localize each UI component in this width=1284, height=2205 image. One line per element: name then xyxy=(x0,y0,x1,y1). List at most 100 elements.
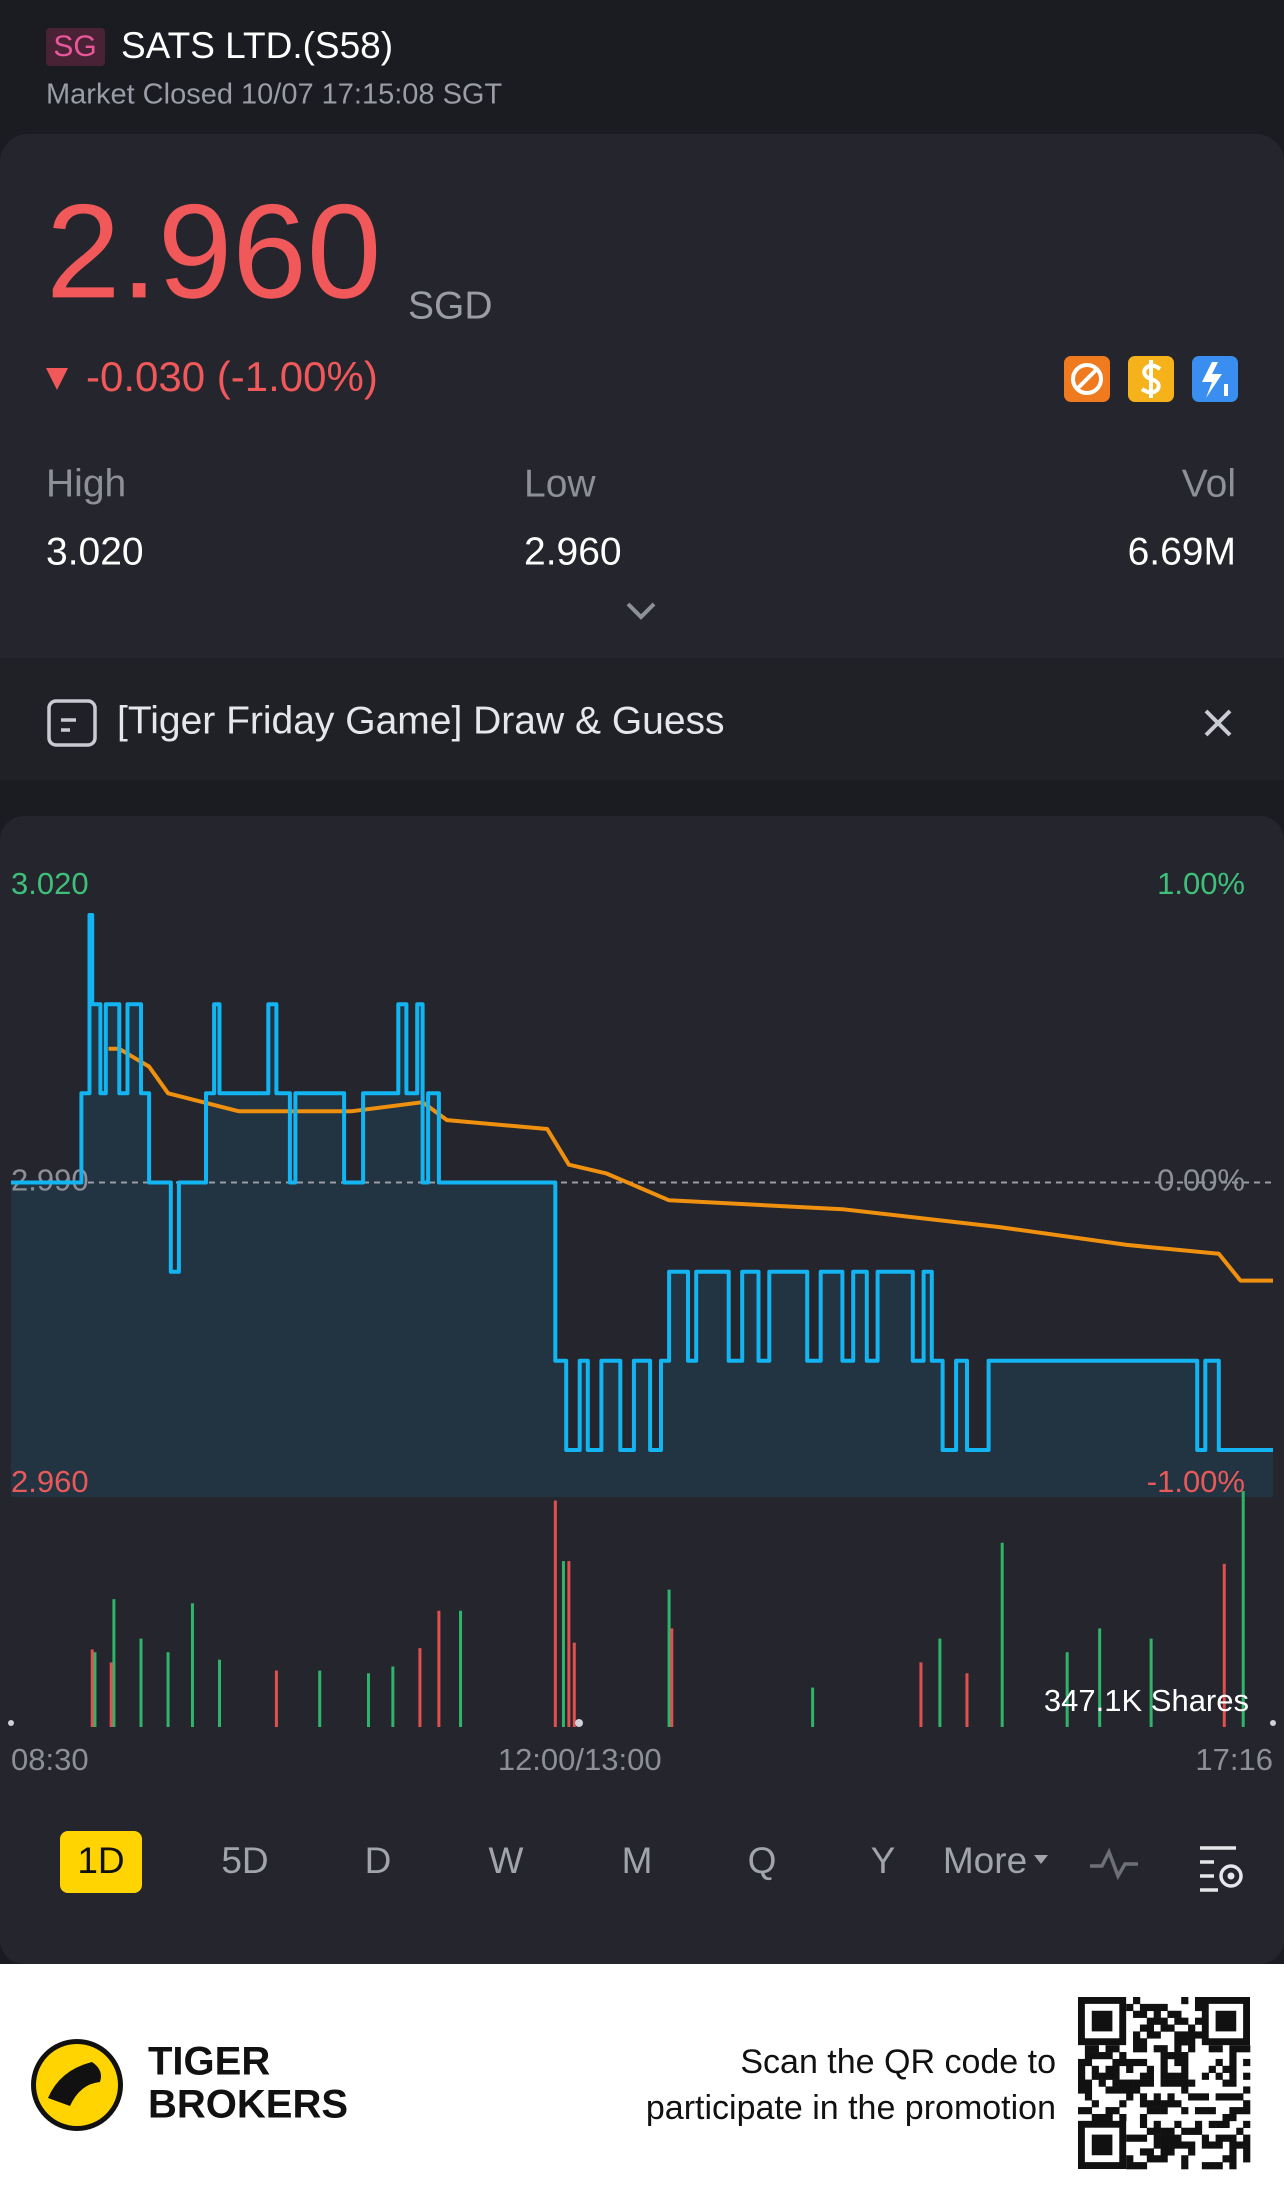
qr-module xyxy=(1112,2045,1120,2053)
qr-module xyxy=(1229,2079,1237,2087)
qr-module xyxy=(1229,2072,1237,2080)
qr-module xyxy=(1236,2045,1244,2053)
volume-bar xyxy=(190,1603,194,1727)
qr-module xyxy=(1181,2079,1189,2087)
volume-bar xyxy=(1241,1491,1245,1727)
qr-module xyxy=(1174,2031,1182,2039)
tab[interactable]: Y xyxy=(871,1840,896,1881)
qr-module xyxy=(1188,2127,1196,2135)
qr-module xyxy=(1139,2093,1148,2101)
qr-module xyxy=(1119,2113,1127,2122)
expand-chevron[interactable] xyxy=(626,602,656,620)
indicator-icon[interactable] xyxy=(1090,1847,1138,1881)
y2-tick-label: 1.00% xyxy=(1157,866,1245,901)
qr-module xyxy=(1194,2093,1203,2101)
qr-module xyxy=(1098,2113,1106,2122)
qr-module xyxy=(1091,2100,1099,2108)
qr-module xyxy=(1146,2155,1154,2163)
tab[interactable]: Q xyxy=(748,1840,777,1881)
x-tick-label: 17:16 xyxy=(1195,1742,1273,1777)
settings-icon[interactable] xyxy=(1219,1864,1243,1888)
qr-module xyxy=(1160,2127,1168,2135)
tab[interactable]: M xyxy=(622,1840,653,1881)
qr-module xyxy=(1174,2120,1182,2129)
qr-module xyxy=(1160,2141,1168,2149)
qr-module xyxy=(1139,2038,1148,2046)
qr-module xyxy=(1243,2141,1251,2149)
qr-module xyxy=(1160,2072,1168,2080)
qr-module xyxy=(1201,2134,1210,2142)
qr-module xyxy=(1194,2107,1203,2115)
qr-module xyxy=(1243,2155,1251,2163)
badge-icon xyxy=(1075,367,1099,391)
tab[interactable]: D xyxy=(365,1840,392,1881)
qr-module xyxy=(1139,2134,1148,2142)
price-change: -0.030 (-1.00%) xyxy=(86,353,378,400)
volume-bar xyxy=(919,1662,923,1727)
settings-icon[interactable] xyxy=(1200,1846,1236,1892)
qr-module xyxy=(1160,2065,1168,2073)
qr-module xyxy=(1105,2072,1113,2080)
x-tick-label: 08:30 xyxy=(11,1742,89,1777)
qr-module xyxy=(1222,2079,1230,2087)
qr-module xyxy=(1167,2100,1175,2108)
qr-module xyxy=(1119,2079,1127,2087)
qr-module xyxy=(1126,2093,1134,2101)
badges xyxy=(1064,356,1238,402)
qr-module xyxy=(1126,2162,1134,2170)
tab[interactable]: More xyxy=(943,1840,1027,1881)
stat-value: 2.960 xyxy=(524,530,622,573)
qr-finder xyxy=(1091,2010,1113,2032)
qr-finder xyxy=(1215,2010,1237,2032)
tab[interactable]: W xyxy=(489,1840,524,1881)
qr-module xyxy=(1078,2072,1086,2080)
qr-module xyxy=(1160,2024,1168,2032)
qr-module xyxy=(1188,2079,1196,2087)
qr-module xyxy=(1243,2148,1251,2156)
stat-label: Low xyxy=(524,462,596,505)
qr-module xyxy=(1201,2093,1210,2101)
qr-module xyxy=(1133,2010,1141,2018)
settings-icon[interactable] xyxy=(1227,1872,1235,1880)
tab-dropdown[interactable] xyxy=(1034,1855,1048,1864)
series-line xyxy=(11,913,1273,1452)
qr-module xyxy=(1146,2148,1154,2156)
banner-text[interactable]: [Tiger Friday Game] Draw & Guess xyxy=(117,699,725,742)
tab-icons xyxy=(1090,1846,1243,1892)
qr-code xyxy=(1077,1996,1251,2170)
close-button[interactable] xyxy=(1204,709,1232,737)
volume-bar xyxy=(437,1610,441,1727)
qr-module xyxy=(1084,2079,1093,2087)
qr-module xyxy=(1167,2079,1175,2087)
qr-module xyxy=(1139,2079,1148,2087)
qr-module xyxy=(1167,2134,1175,2142)
volume-bar xyxy=(459,1610,463,1727)
volume-bar xyxy=(274,1670,278,1727)
qr-module xyxy=(1174,2072,1182,2080)
qr-module xyxy=(1146,2072,1154,2080)
qr-module xyxy=(1167,2010,1175,2018)
tab[interactable]: 5D xyxy=(221,1840,268,1881)
qr-module xyxy=(1153,2127,1161,2135)
qr-module xyxy=(1133,2031,1141,2039)
y-tick-label: 2.990 xyxy=(11,1163,89,1198)
qr-module xyxy=(1119,2058,1127,2067)
qr-module xyxy=(1105,2052,1113,2060)
qr-module xyxy=(1194,2003,1203,2012)
qr-module xyxy=(1098,2079,1106,2087)
qr-module xyxy=(1194,2017,1203,2025)
qr-module xyxy=(1167,2148,1175,2156)
axis-dot xyxy=(1270,1720,1276,1726)
volume-label: 347.1K Shares xyxy=(1044,1683,1249,1718)
tab[interactable]: 1D xyxy=(77,1840,124,1881)
qr-module xyxy=(1146,2065,1154,2073)
qr-module xyxy=(1208,2141,1216,2149)
period-tabs: 1D 5D D W M Q Y More xyxy=(60,1831,1048,1893)
qr-module xyxy=(1153,2141,1161,2149)
qr-module xyxy=(1119,2086,1127,2094)
qr-module xyxy=(1160,2052,1168,2060)
qr-module xyxy=(1153,2045,1161,2053)
qr-module xyxy=(1229,2052,1237,2060)
qr-module xyxy=(1078,2058,1086,2067)
